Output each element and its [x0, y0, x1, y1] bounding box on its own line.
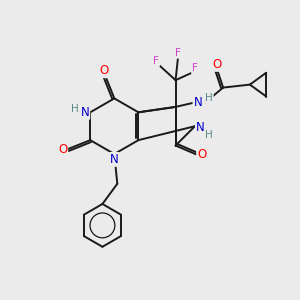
Text: O: O: [213, 58, 222, 71]
Text: N: N: [80, 106, 89, 119]
Text: H: H: [205, 93, 213, 103]
Text: O: O: [197, 148, 206, 161]
Text: H: H: [205, 130, 213, 140]
Text: N: N: [196, 121, 205, 134]
Text: F: F: [153, 56, 159, 66]
Text: H: H: [71, 104, 79, 114]
Text: O: O: [58, 142, 67, 155]
Text: N: N: [194, 96, 202, 109]
Text: F: F: [192, 63, 198, 73]
Text: F: F: [175, 48, 181, 58]
Text: N: N: [110, 153, 119, 166]
Text: O: O: [99, 64, 109, 77]
